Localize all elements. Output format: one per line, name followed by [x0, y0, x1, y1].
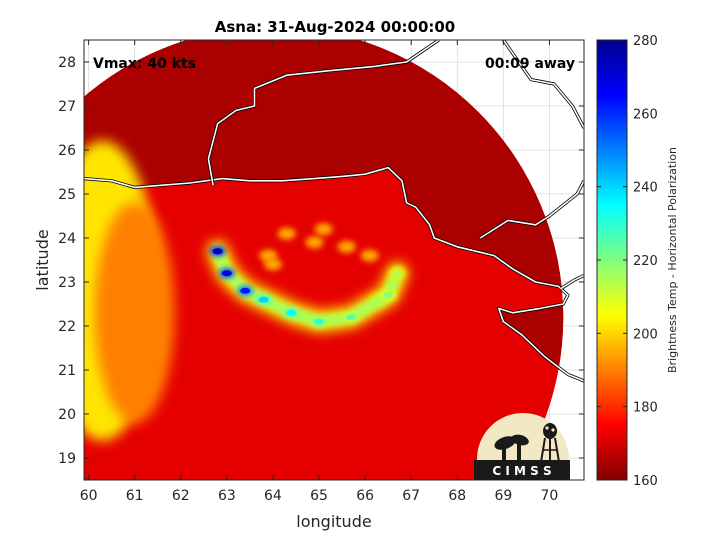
y-tick-label: 20 [58, 407, 76, 423]
x-tick-label: 69 [494, 488, 512, 504]
y-tick-label: 26 [58, 143, 76, 159]
y-tick-label: 27 [58, 99, 76, 115]
x-axis-ticks: 60 61 62 63 64 65 66 67 68 69 70 [80, 40, 559, 504]
border-line [502, 40, 584, 129]
y-axis-ticks: 19 20 21 22 23 24 25 26 27 28 [58, 55, 584, 467]
band-core-point [258, 296, 269, 303]
band-core-point [392, 270, 403, 277]
y-axis-label: latitude [33, 229, 52, 290]
x-tick-label: 65 [310, 488, 328, 504]
colorbar-label: Brightness Temp - Horizontal Polarizatio… [666, 147, 679, 373]
band-core-point [221, 270, 232, 277]
colorbar: 160 180 200 220 240 260 280 Brightness Temp - … [596, 34, 679, 489]
cloud-cell [314, 223, 333, 236]
x-axis-label: longitude [296, 512, 371, 531]
y-tick-label: 22 [58, 319, 76, 335]
border-line [479, 180, 584, 239]
band-core-point [314, 318, 325, 325]
storm-eye [309, 272, 330, 292]
band-core-point [212, 248, 223, 255]
coastline [560, 274, 584, 290]
colorbar-gradient [596, 39, 628, 481]
satellite-dish-icon [494, 434, 529, 460]
colorbar-tick-label: 280 [633, 34, 658, 49]
band-core-point [240, 287, 251, 294]
y-tick-label: 28 [58, 55, 76, 71]
x-tick-label: 68 [448, 488, 466, 504]
cloud-cell [337, 240, 356, 253]
band-core-point [383, 292, 394, 299]
logo-text: C I M S S [492, 464, 551, 478]
axes-frame [83, 39, 585, 481]
colorbar-tick-label: 180 [633, 401, 658, 416]
cimss-logo: C I M S S [474, 413, 570, 480]
colorbar-tick-label: 240 [633, 181, 658, 196]
chart-title: Asna: 31-Aug-2024 00:00:00 [215, 18, 456, 36]
colorbar-tick-label: 200 [633, 327, 658, 342]
y-tick-label: 21 [58, 363, 76, 379]
time-offset-annotation: 00:09 away [485, 56, 575, 72]
cloud-cell [277, 227, 296, 240]
x-tick-label: 66 [356, 488, 374, 504]
x-tick-label: 62 [172, 488, 190, 504]
band-core-point [286, 309, 297, 316]
logo-text-bar [474, 460, 570, 480]
colorbar-tick-label: 260 [633, 107, 658, 122]
cloud-cell [305, 236, 324, 249]
x-tick-label: 61 [126, 488, 144, 504]
x-tick-label: 64 [264, 488, 282, 504]
cloud-cell [259, 249, 278, 262]
x-tick-label: 70 [541, 488, 559, 504]
x-tick-label: 67 [402, 488, 420, 504]
x-tick-label: 60 [80, 488, 98, 504]
border-line [207, 40, 440, 186]
land-region [84, 40, 564, 381]
x-tick-label: 63 [218, 488, 236, 504]
y-tick-label: 19 [58, 451, 76, 467]
y-tick-label: 23 [58, 275, 76, 291]
west-edge-inner [94, 202, 175, 423]
cloud-cell [360, 249, 379, 262]
y-tick-label: 24 [58, 231, 76, 247]
colorbar-tick-label: 220 [633, 254, 658, 269]
water-tower-icon [540, 423, 560, 463]
vmax-annotation: Vmax: 40 kts [93, 56, 196, 72]
colorbar-ticks: 160 180 200 220 240 260 280 [597, 34, 658, 489]
y-tick-label: 25 [58, 187, 76, 203]
coastline [84, 166, 584, 382]
band-core-point [346, 314, 357, 321]
geo-lines [84, 40, 584, 383]
colorbar-tick-label: 160 [633, 474, 658, 489]
